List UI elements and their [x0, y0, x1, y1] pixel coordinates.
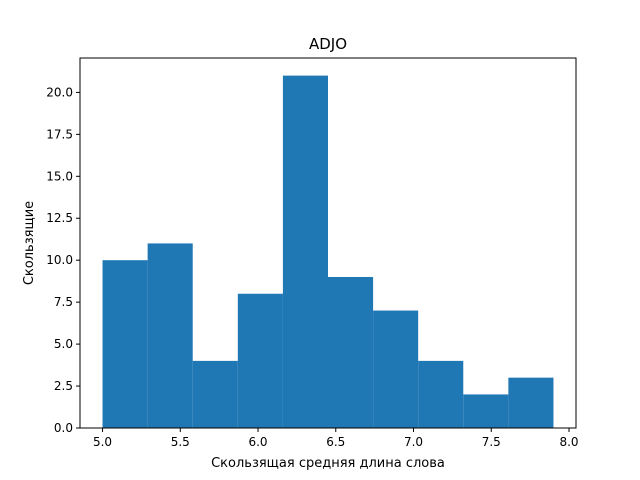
x-tick-label: 5.0	[93, 435, 112, 449]
histogram-bar	[418, 360, 464, 428]
y-tick-label: 0.0	[54, 421, 73, 435]
x-tick-label: 7.0	[404, 435, 423, 449]
x-axis-label: Скользящая средняя длина слова	[211, 456, 445, 471]
histogram-bar	[192, 360, 238, 428]
plot-frame	[79, 57, 577, 429]
x-tick-label: 5.5	[171, 435, 190, 449]
y-axis-ticks: 0.0 2.5 5.0 7.5 10.0 12.5 15.0 17.5 20.0	[46, 85, 80, 435]
x-tick-label: 7.5	[482, 435, 501, 449]
y-tick-label: 20.0	[46, 85, 73, 99]
x-tick-label: 6.5	[326, 435, 345, 449]
y-tick-label: 2.5	[54, 379, 73, 393]
y-axis-label: Скользящие	[22, 201, 37, 285]
histogram-bar	[147, 243, 193, 428]
x-axis-ticks: 5.0 5.5 6.0 6.5 7.0 7.5 8.0	[93, 428, 579, 449]
histogram-bar	[373, 310, 419, 428]
y-tick-label: 7.5	[54, 295, 73, 309]
histogram-bar	[282, 75, 328, 428]
y-tick-label: 5.0	[54, 337, 73, 351]
bars-group	[102, 75, 554, 428]
y-tick-label: 15.0	[46, 169, 73, 183]
histogram-bar	[328, 276, 374, 428]
y-tick-label: 12.5	[46, 211, 73, 225]
x-tick-label: 6.0	[248, 435, 267, 449]
histogram-bar	[463, 394, 509, 428]
y-tick-label: 10.0	[46, 253, 73, 267]
x-tick-label: 8.0	[559, 435, 578, 449]
chart-title: ADJO	[309, 35, 347, 53]
histogram-bar	[508, 377, 554, 428]
histogram-bar	[102, 260, 148, 428]
histogram-bar	[237, 293, 283, 428]
y-tick-label: 17.5	[46, 127, 73, 141]
